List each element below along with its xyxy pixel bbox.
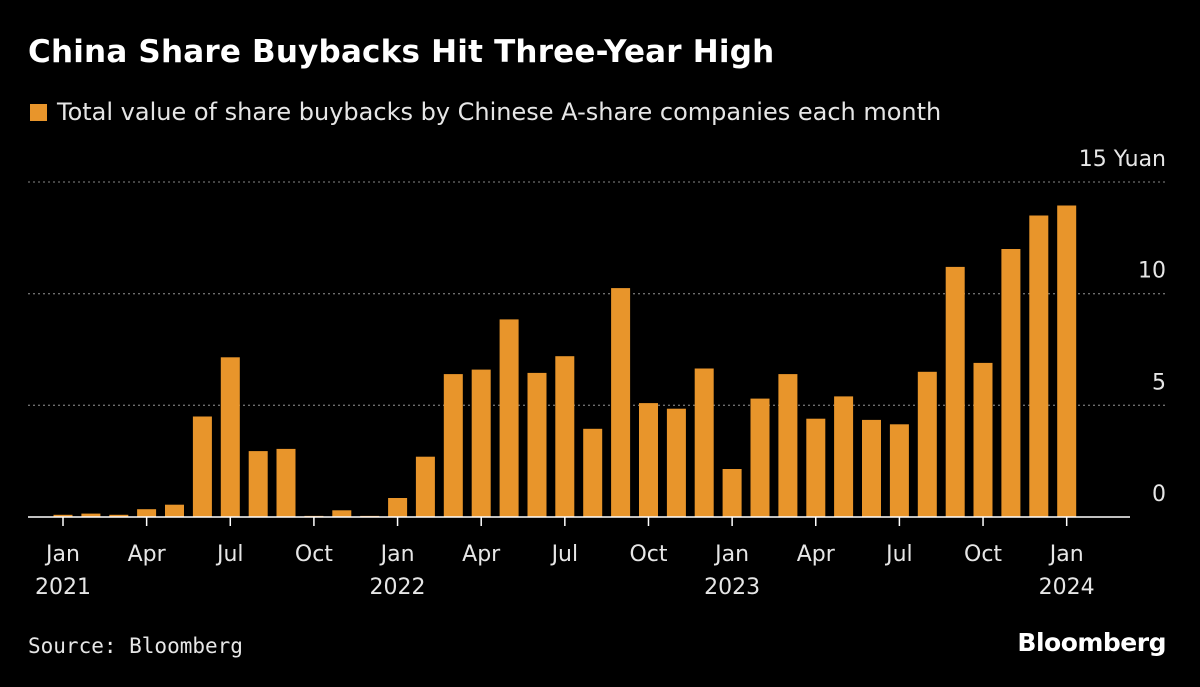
y-tick-label: 10	[1138, 259, 1166, 284]
bar	[415, 456, 435, 517]
x-tick-label-month: Apr	[462, 542, 501, 567]
bar	[443, 374, 463, 517]
bar	[1029, 215, 1049, 517]
bar	[583, 428, 603, 517]
y-tick-label: 0	[1152, 482, 1166, 507]
bar	[1057, 205, 1077, 517]
bar	[527, 372, 547, 517]
bar	[53, 514, 73, 517]
bar	[722, 469, 742, 517]
bar	[192, 416, 212, 517]
bar	[945, 266, 965, 517]
x-tick-label-month: Apr	[128, 542, 167, 567]
bar	[1001, 249, 1021, 517]
bar	[750, 398, 770, 517]
x-tick-label-month: Jul	[550, 542, 579, 567]
x-tick-label-year: 2022	[370, 575, 426, 600]
bar	[611, 288, 631, 517]
bar	[639, 403, 658, 517]
bar	[973, 362, 993, 517]
bar	[165, 504, 184, 517]
x-tick-label-month: Apr	[797, 542, 836, 567]
x-tick-label-month: Oct	[964, 542, 1002, 567]
legend-swatch	[30, 103, 47, 121]
bar	[862, 419, 881, 517]
legend: Total value of share buybacks by Chinese…	[30, 98, 941, 126]
bar	[834, 396, 854, 517]
bar	[694, 368, 714, 517]
bar	[499, 319, 519, 517]
bar	[332, 510, 352, 517]
bar	[778, 374, 798, 517]
bar	[806, 418, 826, 517]
bar	[276, 448, 296, 517]
x-tick-label-month: Jan	[1048, 542, 1084, 567]
x-tick-label-month: Oct	[295, 542, 333, 567]
bar	[889, 424, 909, 517]
x-tick-label-year: 2024	[1039, 575, 1095, 600]
x-tick-label-month: Jul	[215, 542, 244, 567]
bloomberg-logo: Bloomberg	[1017, 628, 1166, 657]
x-tick-label-month: Jul	[884, 542, 913, 567]
source-note: Source: Bloomberg	[28, 634, 243, 658]
y-tick-label: 15 Yuan	[1079, 147, 1166, 172]
bar	[220, 357, 240, 517]
chart-title: China Share Buybacks Hit Three-Year High	[28, 34, 775, 70]
bar	[555, 356, 575, 517]
x-tick-label-month: Oct	[629, 542, 667, 567]
x-tick-label-month: Jan	[44, 542, 80, 567]
bar	[248, 451, 268, 517]
y-tick-label: 5	[1152, 370, 1166, 395]
bar	[666, 408, 686, 517]
x-tick-label-month: Jan	[379, 542, 415, 567]
x-tick-label-year: 2021	[35, 575, 91, 600]
bar	[471, 369, 491, 517]
bar	[388, 498, 408, 517]
bar	[917, 371, 937, 517]
bar	[137, 509, 157, 517]
x-tick-label-month: Jan	[713, 542, 749, 567]
bar	[109, 514, 129, 517]
bar	[81, 513, 101, 517]
x-tick-label-year: 2023	[704, 575, 760, 600]
legend-label: Total value of share buybacks by Chinese…	[57, 98, 942, 126]
